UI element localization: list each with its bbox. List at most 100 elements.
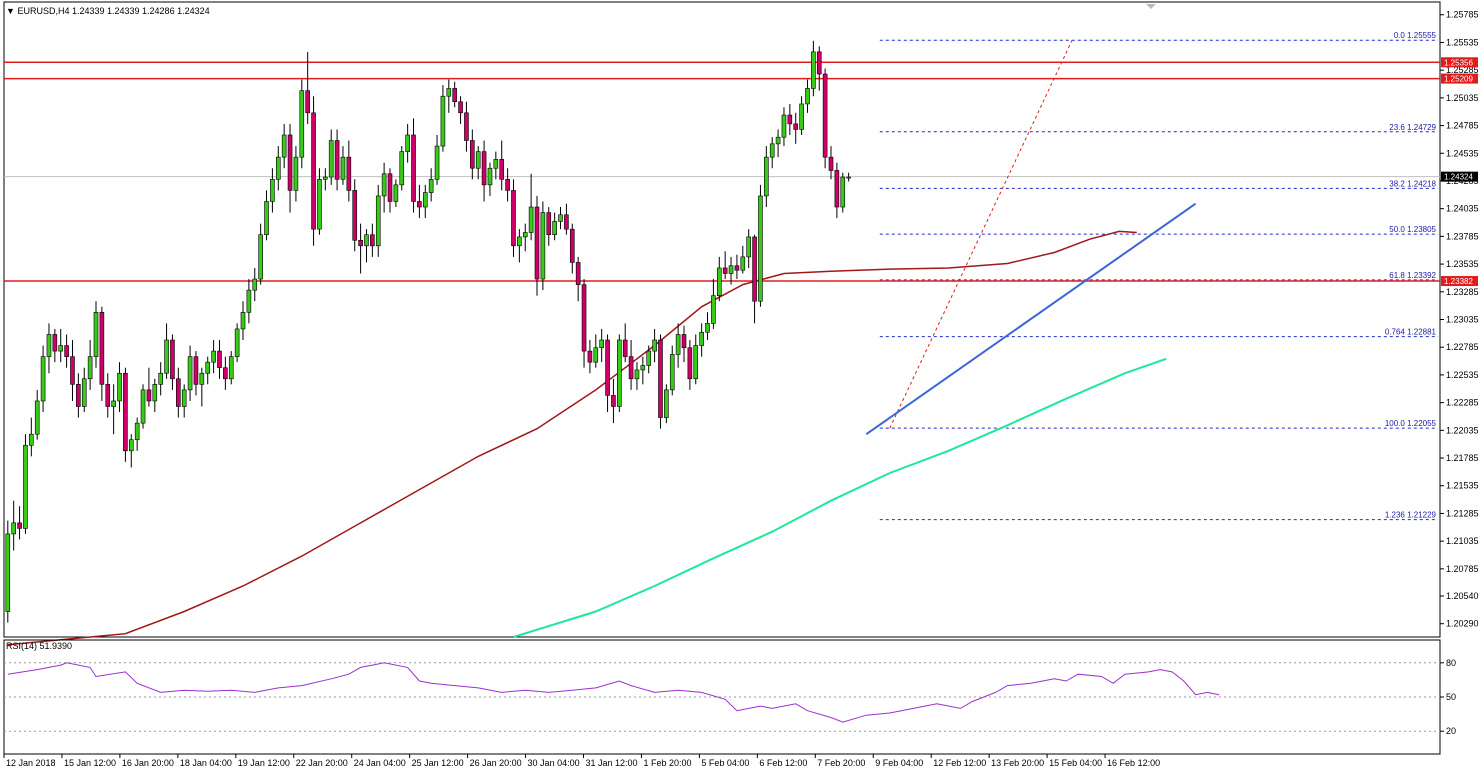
candle [740, 245, 746, 274]
candle-body [675, 334, 681, 355]
dropdown-triangle-icon[interactable]: ▼ [6, 6, 15, 16]
candle [611, 378, 616, 424]
candle [540, 201, 546, 291]
candle [375, 184, 381, 257]
price-tick-label: 1.22035 [1446, 425, 1479, 435]
candle [128, 434, 134, 468]
candle [575, 256, 581, 302]
candle-body [581, 284, 587, 352]
candle-body [99, 311, 105, 385]
candle [364, 229, 369, 263]
candle-body [164, 339, 169, 374]
candle [652, 328, 657, 363]
chart-shift-icon[interactable] [1146, 4, 1156, 9]
price-tick-label: 1.24535 [1446, 148, 1479, 158]
candle-body [375, 195, 381, 247]
candle-body [681, 334, 687, 349]
candle-body [552, 221, 557, 236]
candle [76, 373, 81, 418]
candle-body [146, 389, 152, 402]
candle-body [775, 136, 781, 145]
candle [581, 279, 587, 368]
candle-body [287, 134, 293, 191]
candle-body [93, 311, 99, 357]
fib-level-label: 23.6 1.24729 [1389, 123, 1436, 132]
price-tick-label: 1.24785 [1446, 121, 1479, 131]
support-trendline[interactable] [865, 202, 1197, 436]
candle-body [305, 90, 310, 114]
candle [146, 367, 152, 407]
price-tick-label: 1.22785 [1446, 342, 1479, 352]
candle-body [652, 339, 657, 352]
time-tick-label: 30 Jan 04:00 [528, 758, 580, 768]
candle [34, 389, 40, 440]
price-tick-label: 1.20540 [1446, 591, 1479, 601]
candle-body [299, 90, 305, 158]
candle [11, 500, 16, 551]
candle-body [434, 145, 440, 180]
price-tick-label: 1.23285 [1446, 287, 1479, 297]
candle-body [311, 112, 316, 230]
candle-body [134, 422, 140, 441]
candle [440, 85, 446, 152]
resistance-price-tag [1441, 276, 1478, 287]
candle-body [769, 143, 775, 158]
candle-body [464, 112, 469, 141]
rsi-tick-label: 20 [1446, 726, 1456, 736]
candle [499, 140, 505, 191]
candle [70, 340, 75, 401]
candle [517, 229, 522, 263]
candle [340, 146, 346, 185]
candle [87, 340, 93, 390]
candle [458, 96, 463, 124]
candle-body [534, 206, 540, 280]
candle [29, 417, 34, 457]
candle [781, 107, 787, 147]
candle-body [387, 173, 393, 202]
candle [393, 179, 399, 208]
fib-level-label: 61.8 1.23392 [1389, 271, 1436, 280]
candle [223, 356, 228, 390]
symbol-label: EURUSD,H4 [17, 6, 69, 16]
candle [270, 168, 275, 213]
candle [405, 123, 410, 163]
candle [293, 146, 299, 202]
candle [399, 146, 405, 191]
candle [728, 256, 734, 285]
candle-body [634, 369, 640, 380]
candle-body [499, 159, 505, 180]
candle [387, 168, 393, 213]
time-tick-label: 5 Feb 04:00 [701, 758, 749, 768]
candle-body [669, 354, 675, 391]
time-tick-label: 16 Feb 12:00 [1107, 758, 1160, 768]
candle-body [205, 361, 211, 374]
price-tick-label: 1.23035 [1446, 315, 1479, 325]
candle-body [569, 228, 575, 263]
candle [446, 79, 452, 113]
candle-body [52, 334, 58, 352]
candle-body [487, 167, 493, 186]
candle [522, 223, 528, 252]
candle-body [428, 179, 434, 193]
candle-body [23, 444, 28, 529]
candle-body [781, 114, 787, 138]
candle-body [664, 389, 669, 418]
price-tick-label: 1.22285 [1446, 398, 1479, 408]
candle-body [546, 212, 552, 236]
candle [417, 184, 422, 219]
candle [840, 172, 846, 213]
candle-body [258, 234, 263, 280]
candle-body [617, 339, 622, 407]
candle-body [411, 134, 416, 202]
candle-body [605, 339, 610, 396]
time-tick-label: 9 Feb 04:00 [875, 758, 923, 768]
candle [411, 118, 416, 213]
candle-body [275, 156, 281, 180]
candle [475, 146, 481, 180]
candle-body [658, 339, 663, 418]
candle [240, 301, 246, 341]
candle-body [46, 334, 52, 357]
time-tick-label: 12 Jan 2018 [6, 758, 56, 768]
candle-body [217, 350, 222, 369]
